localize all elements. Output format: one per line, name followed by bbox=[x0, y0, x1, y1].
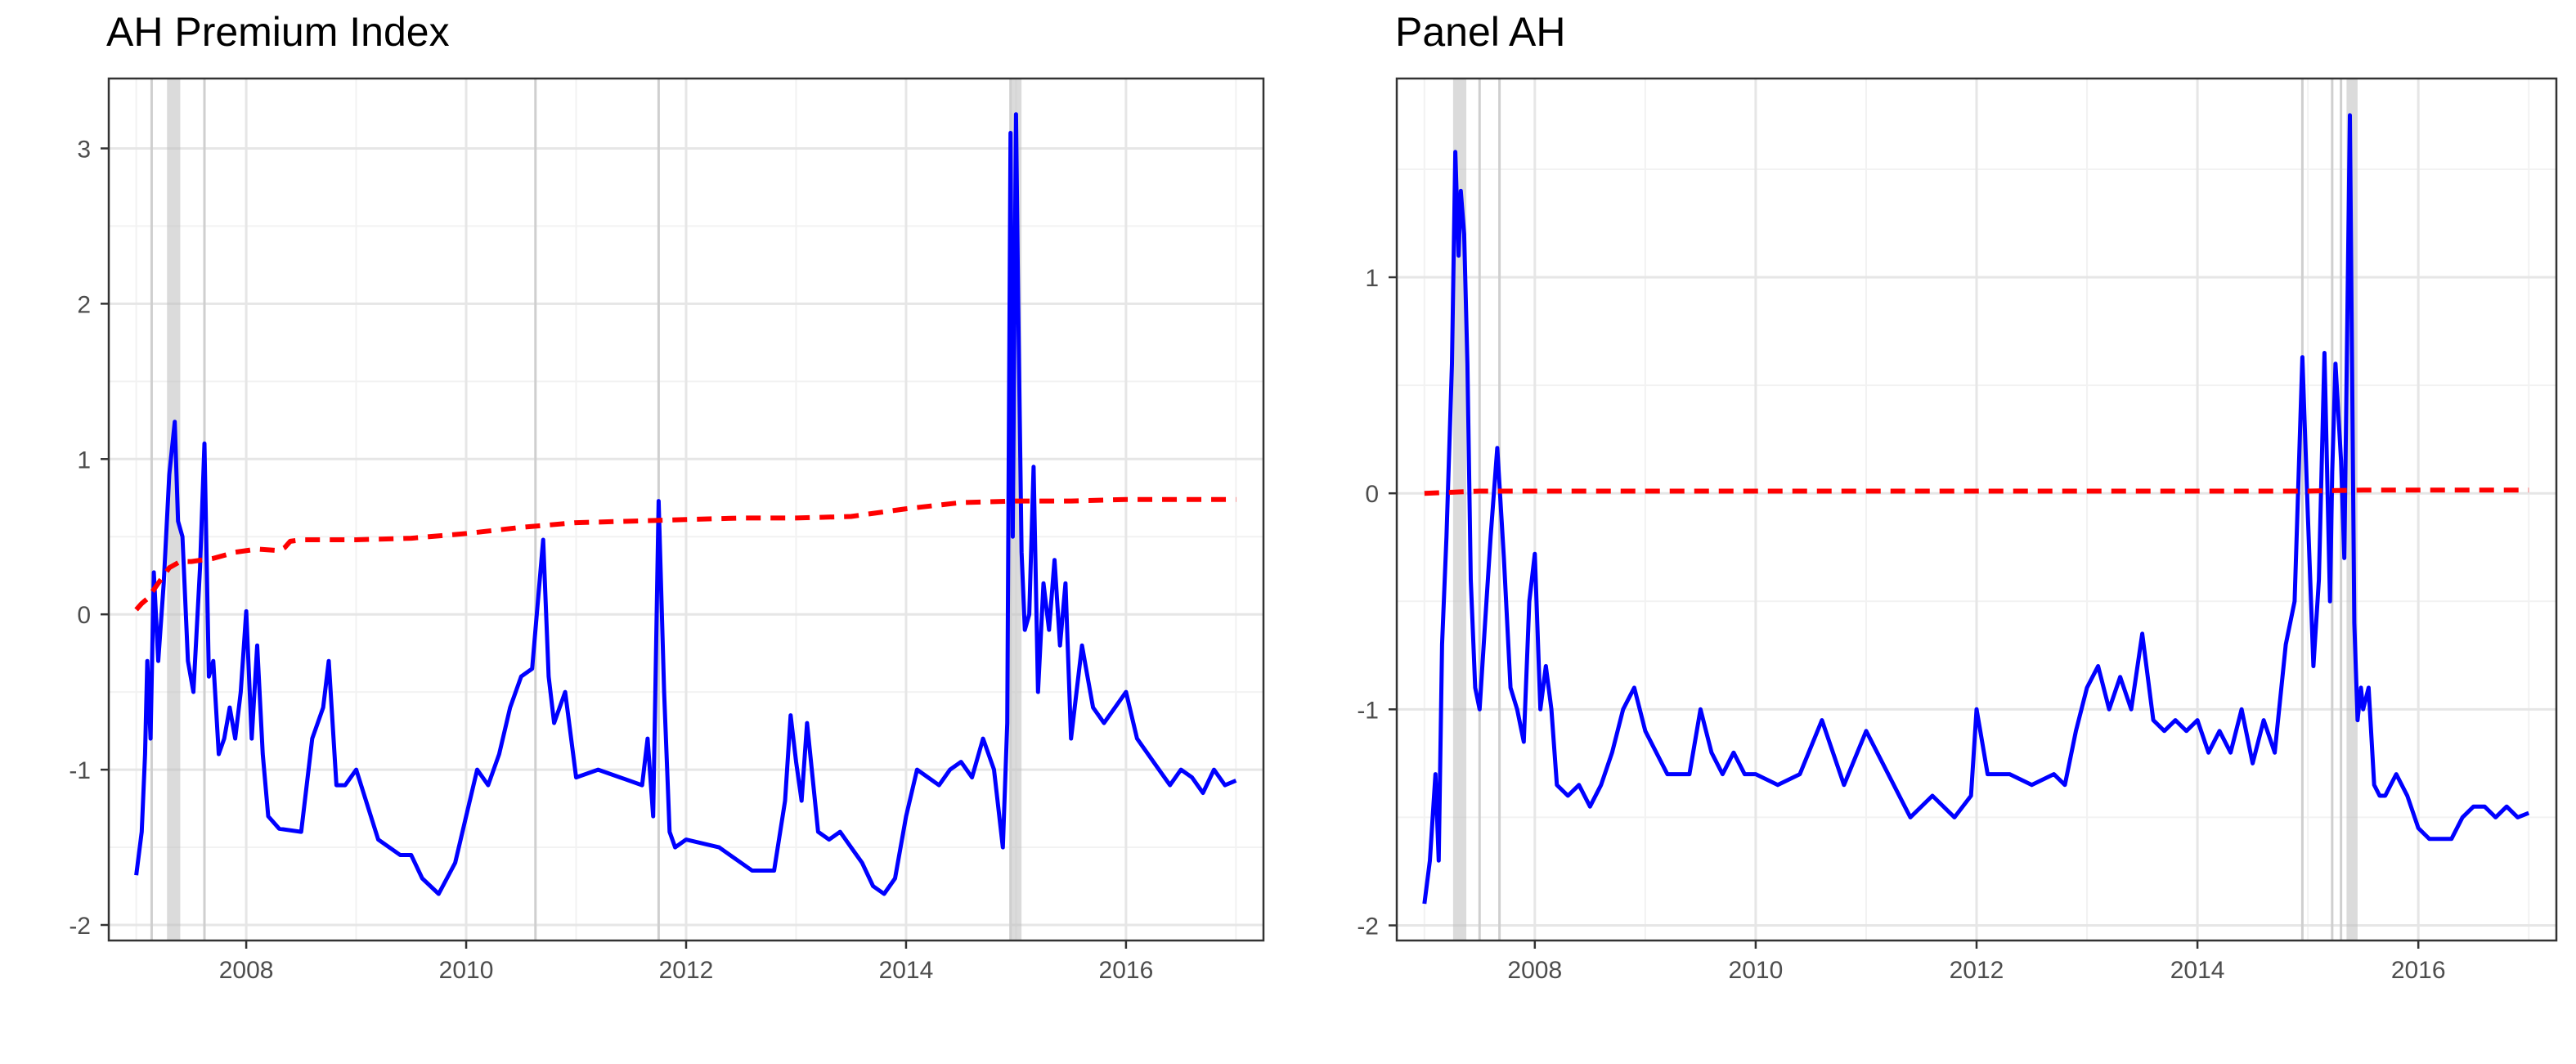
y-tick-label: 2 bbox=[77, 291, 91, 318]
chart-title-panel-ah: Panel AH bbox=[1395, 9, 1566, 55]
plot-area bbox=[134, 79, 1237, 941]
y-tick-label: 0 bbox=[1365, 481, 1379, 508]
y-tick-label: -2 bbox=[69, 913, 91, 940]
x-tick-label: 2010 bbox=[1729, 957, 1784, 984]
y-tick-label: 3 bbox=[77, 136, 91, 163]
solid-series-line bbox=[1422, 113, 2530, 905]
y-tick-label: -2 bbox=[1357, 914, 1379, 941]
dashed-series-line bbox=[134, 496, 1236, 612]
chart-panel-1: 2008 2010 2012 2014 2016 -2 -1 0 1 2 3 bbox=[69, 77, 1265, 984]
x-tick-label: 2014 bbox=[879, 957, 934, 984]
x-tick-label: 2012 bbox=[1950, 957, 2004, 984]
x-tick-label: 2016 bbox=[2391, 957, 2446, 984]
y-tick-label: 0 bbox=[77, 602, 91, 629]
chart-panel-2: 2008 2010 2012 2014 2016 -2 -1 0 1 bbox=[1357, 77, 2558, 984]
x-tick-label: 2016 bbox=[1099, 957, 1154, 984]
chart-title-ah-premium-index: AH Premium Index bbox=[106, 9, 450, 55]
y-tick-label: -1 bbox=[1357, 697, 1379, 724]
x-tick-label: 2008 bbox=[219, 957, 274, 984]
shaded-region bbox=[1452, 79, 1467, 941]
y-tick-label: 1 bbox=[77, 447, 91, 474]
x-tick-label: 2014 bbox=[2170, 957, 2225, 984]
y-tick-label: -1 bbox=[69, 757, 91, 784]
x-tick-label: 2012 bbox=[659, 957, 714, 984]
y-tick-label: 1 bbox=[1365, 265, 1379, 292]
shaded-region bbox=[167, 79, 181, 941]
plot-area bbox=[1422, 79, 2530, 941]
dashed-series-line bbox=[1424, 487, 2529, 496]
x-tick-label: 2008 bbox=[1507, 957, 1562, 984]
solid-series-line bbox=[134, 112, 1237, 896]
x-tick-label: 2010 bbox=[439, 957, 494, 984]
